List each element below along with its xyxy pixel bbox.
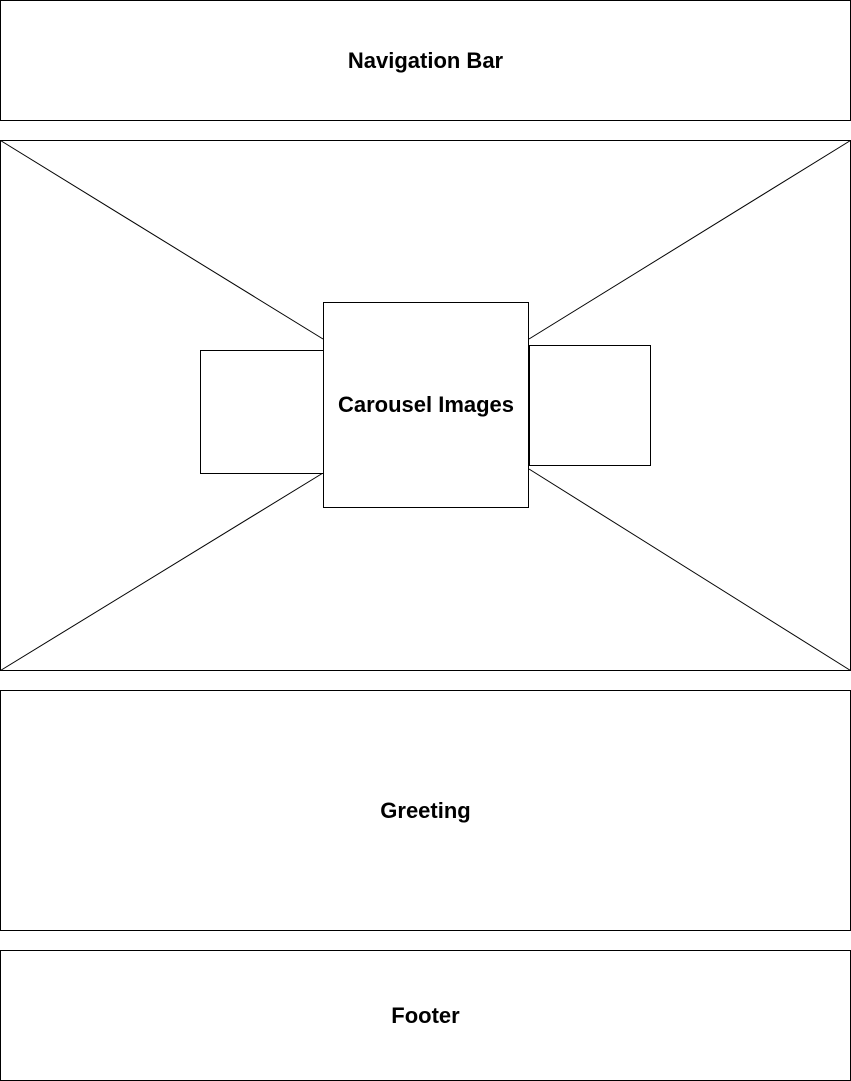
navigation-bar-label: Navigation Bar xyxy=(347,47,504,73)
cross-line-bottom-left xyxy=(0,472,324,671)
cross-line-bottom-right xyxy=(528,468,851,671)
footer-label: Footer xyxy=(391,1002,460,1028)
greeting-placeholder: Greeting xyxy=(0,690,851,931)
carousel-next-image xyxy=(529,345,651,466)
carousel-wireframe xyxy=(0,140,851,671)
navigation-bar-placeholder: Navigation Bar xyxy=(0,0,851,121)
cross-line-top-left xyxy=(0,140,324,340)
cross-line-top-right xyxy=(528,140,851,340)
greeting-label: Greeting xyxy=(380,797,471,823)
footer-placeholder: Footer xyxy=(0,950,851,1081)
carousel-images-label: Carousel Images xyxy=(337,392,515,417)
carousel-label-container: Carousel Images xyxy=(323,302,529,508)
carousel-prev-image xyxy=(200,350,324,474)
carousel-main-image xyxy=(323,302,529,508)
carousel-images-placeholder: Carousel Images xyxy=(0,140,851,671)
